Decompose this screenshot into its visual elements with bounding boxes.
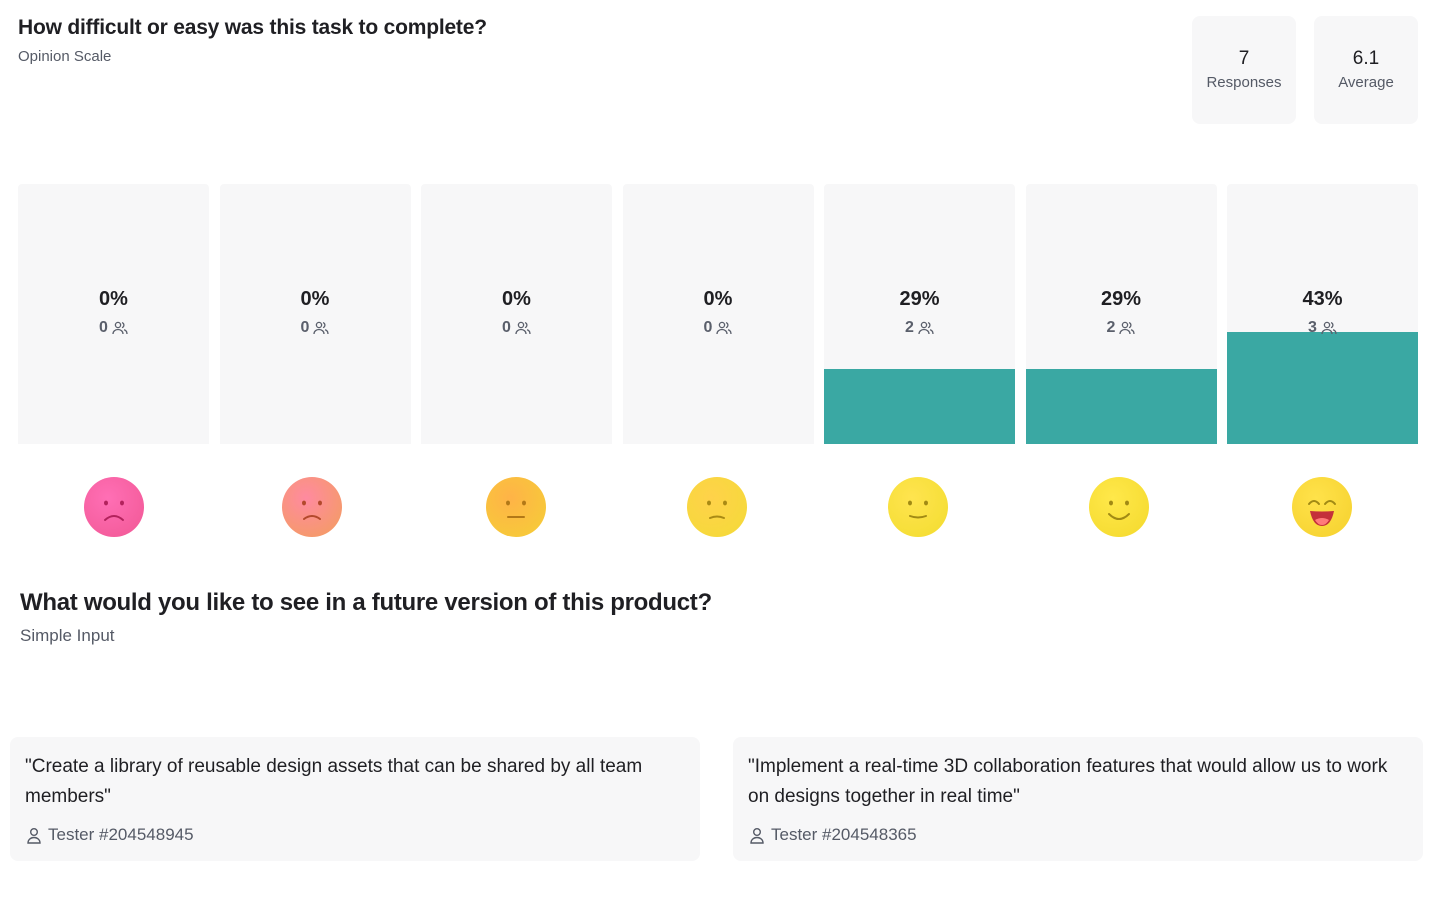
user-icon [27,827,41,844]
bar-percent: 0% [99,288,128,310]
responses-label: Responses [1206,74,1282,91]
people-icon [1119,321,1136,335]
bar-count-value: 3 [1308,319,1317,336]
bar-label: 43% 3 [1227,288,1418,337]
question-title: What would you like to see in a future v… [20,589,712,616]
bar-percent: 43% [1302,288,1343,310]
scale-bar-2: 0% 0 [219,184,411,444]
question-type-label: Simple Input [20,626,115,645]
slightly-smiling-face-icon [888,477,948,537]
answer-text: "Create a library of reusable design ass… [25,756,643,807]
bar-count-value: 2 [1106,319,1116,336]
user-icon [750,827,764,844]
people-icon [918,321,934,335]
bar-count-value: 0 [502,319,511,336]
people-icon [112,321,128,335]
people-icon [716,321,733,335]
bar-count: 0 [18,319,209,337]
bar-label: 0% 0 [220,288,411,337]
bar-count-value: 0 [300,319,310,336]
responses-stat-card: 7 Responses [1192,16,1296,124]
answer-card: "Implement a real-time 3D collaboration … [733,737,1423,861]
tester-id: Tester #204548945 [48,825,194,844]
bar-count: 0 [623,319,814,337]
opinion-scale-bars: 0% 0 0% 0 0% 0 0% 0 29% 2 29% 2 43% 3 [18,184,1418,444]
bar-fill [1227,332,1418,444]
bar-count: 0 [220,319,411,337]
tester-id: Tester #204548365 [771,825,917,844]
bar-count-value: 0 [99,319,108,336]
bar-count: 2 [1026,319,1217,337]
scale-bar-1: 0% 0 [18,184,209,444]
bar-percent: 0% [703,288,733,310]
neutral-face-icon [486,477,546,537]
scale-bar-3: 0% 0 [421,184,612,444]
responses-count: 7 [1238,48,1250,69]
question-title: How difficult or easy was this task to c… [18,16,487,39]
bar-label: 29% 2 [824,288,1015,337]
people-icon [1321,321,1337,335]
tester-label: Tester #204548365 [749,825,917,845]
bar-percent: 0% [502,288,531,310]
scale-bar-4: 0% 0 [622,184,814,444]
bar-percent: 29% [899,288,940,310]
tester-label: Tester #204548945 [26,825,194,845]
average-stat-card: 6.1 Average [1314,16,1418,124]
sad-face-icon [282,477,342,537]
bar-label: 29% 2 [1026,288,1217,337]
scale-bar-7: 43% 3 [1227,184,1418,444]
bar-label: 0% 0 [623,288,814,337]
people-icon [515,321,531,335]
bar-fill [1025,369,1217,444]
answer-text: "Implement a real-time 3D collaboration … [748,756,1388,807]
bar-count: 0 [421,319,612,337]
question-type-label: Opinion Scale [18,48,112,65]
bar-label: 0% 0 [18,288,209,337]
very-sad-face-icon [84,477,144,537]
smiling-face-icon [1089,477,1149,537]
scale-bar-5: 29% 2 [824,184,1015,444]
bar-fill [824,369,1015,444]
bar-count: 3 [1227,319,1418,337]
bar-percent: 29% [1100,288,1142,310]
bar-label: 0% 0 [421,288,612,337]
bar-percent: 0% [300,288,330,310]
scale-bar-6: 29% 2 [1025,184,1217,444]
answer-card: "Create a library of reusable design ass… [10,737,700,861]
average-label: Average [1338,74,1394,91]
bar-count: 2 [824,319,1015,337]
opinion-scale-emojis [18,476,1418,540]
average-value: 6.1 [1352,48,1380,69]
bar-count-value: 2 [905,319,914,336]
people-icon [313,321,330,335]
slightly-unhappy-face-icon [687,477,747,537]
grinning-face-icon [1292,477,1352,537]
bar-count-value: 0 [703,319,713,336]
